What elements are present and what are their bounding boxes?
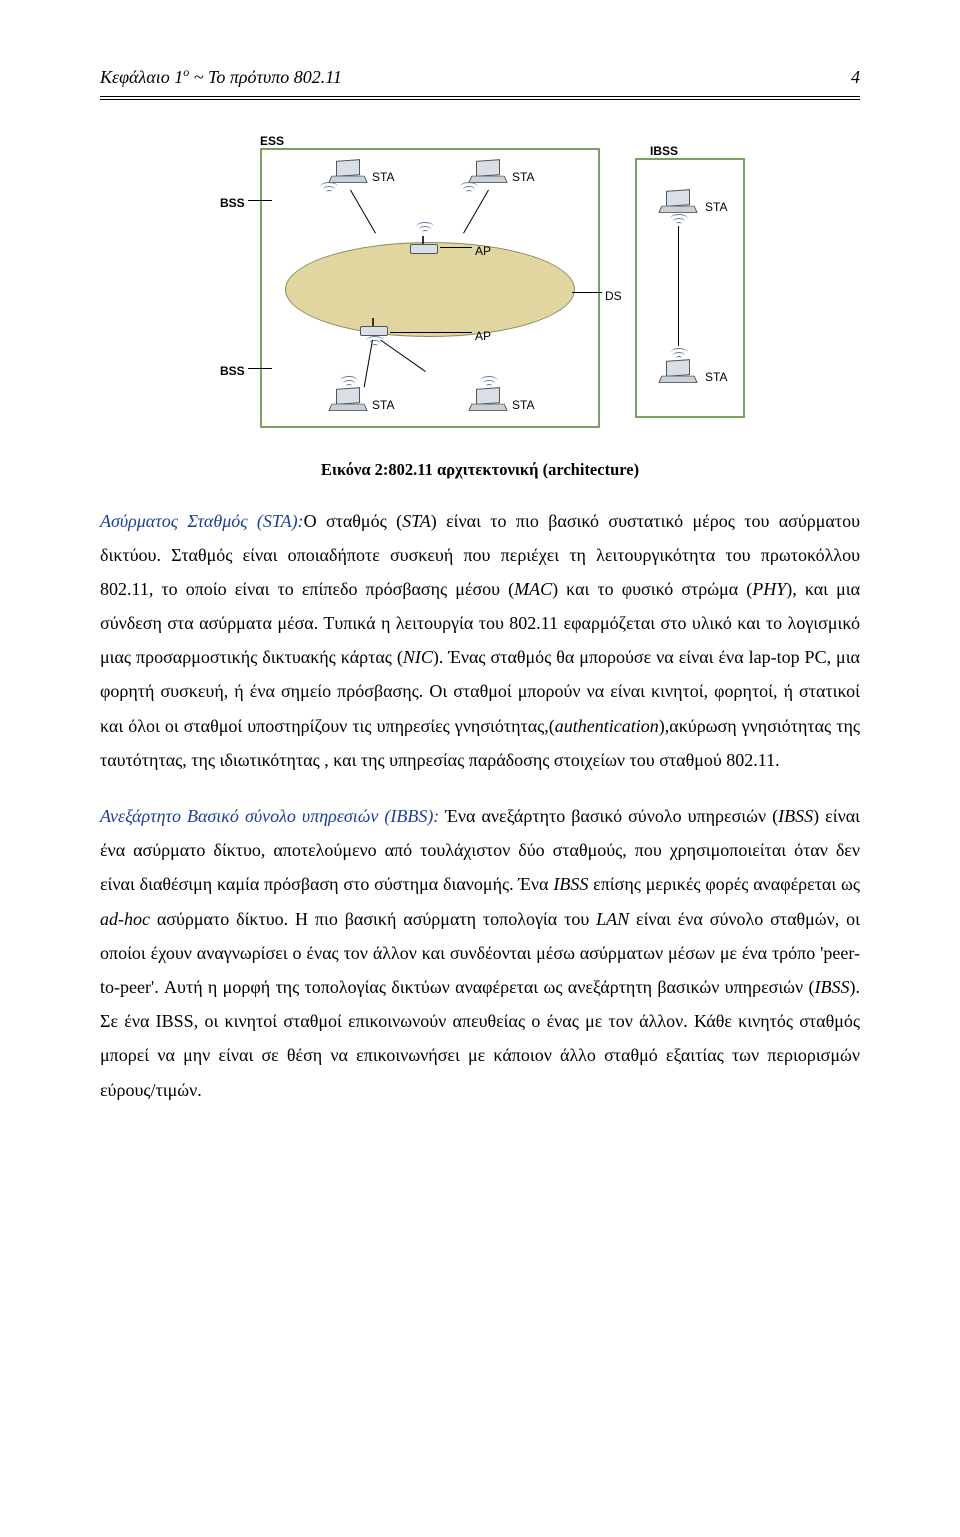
label-bss-bottom: BSS xyxy=(220,360,245,383)
label-ds: DS xyxy=(605,285,622,308)
ds-ellipse xyxy=(285,242,575,337)
label-ap: AP xyxy=(475,240,491,263)
text: Ένα ανεξάρτητο βασικό σύνολο υπηρεσιών ( xyxy=(439,806,778,826)
laptop-icon xyxy=(660,360,696,386)
chapter-suffix: ~ Το πρότυπο 802.11 xyxy=(189,67,342,87)
text: Ο σταθμός ( xyxy=(304,511,403,531)
label-sta: STA xyxy=(372,166,394,189)
wifi-icon xyxy=(480,376,498,390)
ap-leader xyxy=(390,332,472,333)
wifi-icon xyxy=(670,214,688,228)
text: επίσης μερικές φορές αναφέρεται ως xyxy=(588,874,860,894)
abbr-auth: authentication xyxy=(555,716,659,736)
wifi-icon xyxy=(416,222,434,236)
abbr-ibss: IBSS xyxy=(778,806,813,826)
bss1-leader xyxy=(248,200,272,201)
bss2-leader xyxy=(248,368,272,369)
abbr-nic: NIC xyxy=(403,647,433,667)
label-sta: STA xyxy=(705,196,727,219)
paragraph-ibss: Ανεξάρτητο Βασικό σύνολο υπηρεσιών (IBBS… xyxy=(100,799,860,1107)
page-number: 4 xyxy=(851,60,860,94)
laptop-icon xyxy=(330,388,366,414)
caption-prefix: Εικόνα 2: xyxy=(321,460,389,479)
header-rule xyxy=(100,99,860,100)
chapter-title: Κεφάλαιο 1ο ~ Το πρότυπο 802.11 xyxy=(100,60,342,94)
abbr-lan: LAN xyxy=(596,909,629,929)
laptop-icon xyxy=(470,388,506,414)
label-bss-top: BSS xyxy=(220,192,245,215)
figure-container: ESS IBSS DS BSS BSS STA STA AP AP xyxy=(100,130,860,485)
architecture-diagram: ESS IBSS DS BSS BSS STA STA AP AP xyxy=(200,130,760,440)
wifi-icon xyxy=(320,182,338,196)
text: ) και το φυσικό στρώμα ( xyxy=(552,579,752,599)
figure-caption: Εικόνα 2:802.11 αρχιτεκτονική (architect… xyxy=(321,454,639,485)
wifi-icon xyxy=(460,182,478,196)
abbr-ibss: IBSS xyxy=(553,874,588,894)
paragraph-sta: Ασύρματος Σταθμός (STA):Ο σταθμός (STA ) … xyxy=(100,504,860,778)
abbr-adhoc: ad-hoc xyxy=(100,909,150,929)
label-sta: STA xyxy=(512,166,534,189)
text: ασύρματο δίκτυο. Η πιο βασική ασύρματη τ… xyxy=(150,909,596,929)
wifi-icon xyxy=(670,348,688,362)
abbr-mac: MAC xyxy=(514,579,552,599)
abbr-phy: PHY xyxy=(752,579,786,599)
abbr-sta: STA xyxy=(402,511,431,531)
term-ibss: Ανεξάρτητο Βασικό σύνολο υπηρεσιών (IBBS… xyxy=(100,806,439,826)
page-header: Κεφάλαιο 1ο ~ Το πρότυπο 802.11 4 xyxy=(100,60,860,97)
term-sta: Ασύρματος Σταθμός (STA): xyxy=(100,511,304,531)
label-ap: AP xyxy=(475,325,491,348)
caption-rest: 802.11 αρχιτεκτονική (architecture) xyxy=(388,460,639,479)
label-sta: STA xyxy=(705,366,727,389)
connector xyxy=(678,226,679,346)
ap-icon xyxy=(360,320,388,336)
ap-leader xyxy=(440,247,472,248)
chapter-label: Κεφάλαιο 1 xyxy=(100,67,183,87)
wifi-icon xyxy=(366,336,384,350)
laptop-icon xyxy=(660,190,696,216)
label-sta: STA xyxy=(372,394,394,417)
abbr-ibss: IBSS xyxy=(815,977,850,997)
label-sta: STA xyxy=(512,394,534,417)
ap-icon xyxy=(410,238,438,254)
wifi-icon xyxy=(340,376,358,390)
ds-leader xyxy=(572,292,602,293)
